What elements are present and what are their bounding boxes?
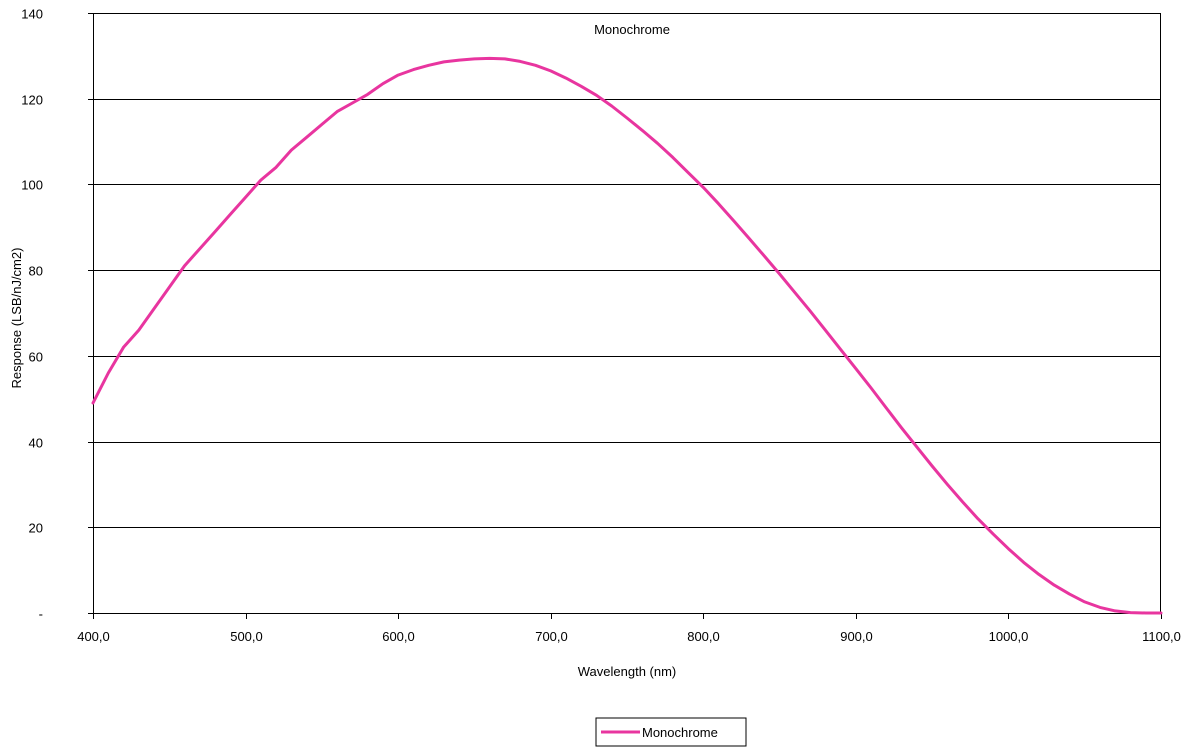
y-tick-label-3: 60 — [29, 350, 43, 365]
legend: Monochrome — [595, 717, 747, 747]
x-axis-label: Wavelength (nm) — [578, 664, 677, 679]
y-axis-ticks: - 20 40 60 80 100 120 140 — [21, 7, 93, 622]
x-tick-label-0: 400,0 — [77, 629, 110, 644]
series-lines — [91, 56, 1163, 615]
y-tick-label-4: 80 — [29, 264, 43, 279]
x-tick-label-6: 1000,0 — [989, 629, 1029, 644]
x-tick-label-7: 1100,0 — [1142, 629, 1181, 644]
x-tick-label-4: 800,0 — [687, 629, 720, 644]
plot-area — [93, 13, 1161, 613]
y-tick-label-5: 100 — [21, 178, 43, 193]
x-tick-label-1: 500,0 — [230, 629, 263, 644]
y-tick-label-1: 20 — [29, 521, 43, 536]
y-tick-label-6: 120 — [21, 93, 43, 108]
y-tick-label-0: - — [39, 607, 43, 622]
series-line-monochrome — [91, 56, 1163, 615]
y-tick-label-7: 140 — [21, 7, 43, 22]
y-axis-label: Response (LSB/nJ/cm2) — [9, 248, 24, 389]
chart-title: Monochrome — [594, 22, 670, 37]
legend-label: Monochrome — [642, 725, 718, 740]
x-tick-label-3: 700,0 — [535, 629, 568, 644]
gridlines — [93, 13, 1161, 528]
y-tick-label-2: 40 — [29, 436, 43, 451]
axes — [93, 13, 1161, 614]
x-axis-ticks: 400,0 500,0 600,0 700,0 800,0 900,0 1000,0 1100… — [77, 613, 1181, 644]
x-tick-label-2: 600,0 — [382, 629, 415, 644]
x-tick-label-5: 900,0 — [840, 629, 873, 644]
